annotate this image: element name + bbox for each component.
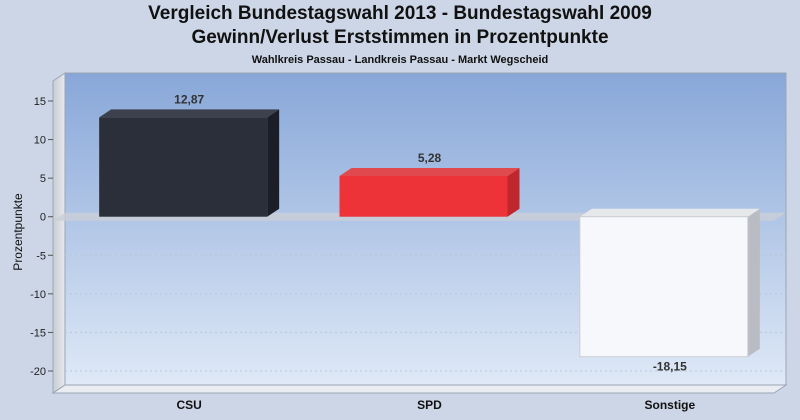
bar-top (579, 208, 760, 217)
bar-top (339, 167, 520, 176)
chart-caption: Wahlkreis Passau - Landkreis Passau - Ma… (251, 54, 549, 66)
y-tick-label: -5 (36, 250, 46, 262)
data-label: -18,15 (653, 360, 687, 374)
bar-top (99, 109, 280, 118)
bar (579, 216, 749, 358)
x-tick-label: SPD (417, 398, 442, 412)
chart-subtitle: Gewinn/Verlust Erststimmen in Prozentpun… (191, 27, 609, 48)
data-label: 5,28 (418, 151, 442, 165)
plot-floor (51, 384, 788, 394)
x-tick-label: Sonstige (644, 398, 695, 412)
y-tick-label: 15 (34, 96, 46, 108)
x-tick-label: CSU (176, 398, 201, 412)
y-tick-label: 10 (34, 135, 46, 147)
bar-side (267, 109, 280, 217)
y-axis-label: Prozentpunkte (11, 193, 25, 271)
bar-side (507, 167, 520, 217)
bar (339, 175, 508, 217)
bar-side (747, 208, 760, 357)
data-label: 12,87 (174, 92, 204, 106)
y-tick-label: 5 (40, 173, 46, 185)
bar (99, 117, 268, 217)
y-tick-label: -10 (30, 289, 46, 301)
chart-title: Vergleich Bundestagswahl 2013 - Bundesta… (148, 3, 652, 24)
y-tick-label: 0 (40, 212, 46, 224)
plot-left-wall (52, 72, 66, 394)
y-tick-label: -20 (30, 366, 46, 378)
y-tick-label: -15 (30, 327, 46, 339)
